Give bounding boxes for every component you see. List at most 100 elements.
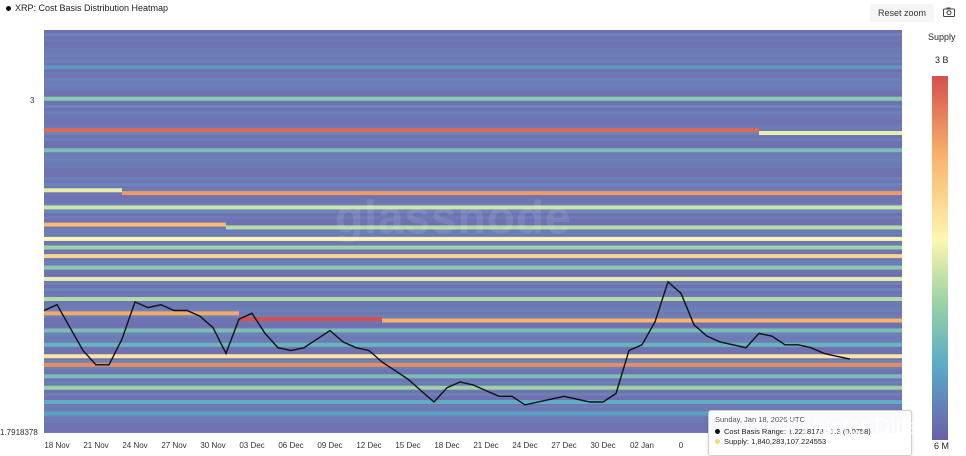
background-stripe: [44, 165, 902, 168]
background-stripe: [44, 282, 902, 285]
background-stripe: [44, 315, 902, 318]
title-dot-icon: [6, 5, 11, 11]
background-stripe: [44, 378, 902, 381]
background-stripe: [44, 306, 902, 309]
x-tick-label: 0: [678, 441, 684, 450]
cost-basis-band: [122, 191, 902, 196]
cost-basis-band: [44, 342, 902, 347]
cost-basis-band: [759, 131, 902, 136]
background-stripe: [44, 114, 902, 117]
background-stripe: [44, 210, 902, 213]
background-stripe: [44, 105, 902, 108]
background-stripe: [44, 111, 902, 114]
background-stripe: [44, 87, 902, 90]
background-stripe: [44, 78, 902, 81]
background-stripe: [44, 369, 902, 372]
reset-zoom-button[interactable]: Reset zoom: [870, 4, 934, 22]
x-tick-label: 18 Dec: [434, 441, 460, 450]
cost-basis-band: [44, 265, 902, 270]
background-stripe: [44, 390, 902, 393]
tooltip-supply-row: Supply: 1,840,283,107.224553: [715, 437, 826, 446]
cost-basis-band: [44, 354, 902, 359]
background-stripe: [44, 135, 902, 138]
price-line: [43, 280, 851, 406]
background-stripe: [44, 252, 902, 255]
background-stripe: [44, 42, 902, 45]
cost-basis-band: [44, 400, 902, 405]
cost-basis-band: [44, 411, 902, 416]
background-stripe: [44, 57, 902, 60]
background-stripe: [44, 291, 902, 294]
tooltip-date: Sunday, Jan 18, 2026 UTC: [715, 415, 805, 424]
cost-basis-band: [44, 328, 902, 333]
background-stripe: [44, 198, 902, 201]
background-stripe: [44, 423, 902, 426]
background-stripe: [44, 60, 902, 63]
background-stripe: [44, 123, 902, 126]
x-tick-label: 30 Dec: [590, 441, 616, 450]
background-stripe: [44, 72, 902, 75]
background-stripe: [44, 201, 902, 204]
cost-basis-dot-icon: [715, 429, 720, 434]
background-stripe: [44, 168, 902, 171]
background-stripe: [44, 333, 902, 336]
background-stripe: [44, 63, 902, 66]
background-stripe: [44, 360, 902, 363]
background-stripe: [44, 156, 902, 159]
tooltip-cost-basis-row: Cost Basis Range: 1.2218178 - 1.3 (0.075…: [715, 427, 871, 436]
cost-basis-band: [239, 317, 382, 322]
background-stripe: [44, 234, 902, 237]
x-tick-label: 24 Nov: [122, 441, 148, 450]
colorbar-max-label: 3 B: [935, 55, 949, 65]
background-stripe: [44, 141, 902, 144]
x-tick-label: 30 Nov: [200, 441, 226, 450]
background-stripe: [44, 312, 902, 315]
cost-basis-band: [44, 222, 226, 227]
cost-basis-band: [44, 276, 902, 281]
background-stripe: [44, 426, 902, 429]
background-stripe: [44, 231, 902, 234]
background-stripe: [44, 258, 902, 261]
cost-basis-band: [44, 297, 902, 302]
camera-icon[interactable]: [942, 5, 956, 19]
chart-header: XRP: Cost Basis Distribution Heatmap: [6, 3, 168, 13]
cost-basis-band: [44, 362, 902, 367]
heatmap-bands: [44, 65, 902, 416]
colorbar-min-label: 6 M: [934, 441, 950, 451]
background-stripe: [44, 429, 902, 432]
x-tick-label: 18 Nov: [44, 441, 70, 450]
background-stripe: [44, 90, 902, 93]
background-stripe: [44, 183, 902, 186]
supply-dot-icon: [715, 439, 720, 444]
background-stripe: [44, 48, 902, 51]
background-stripe: [44, 108, 902, 111]
x-tick-label: 27 Nov: [161, 441, 187, 450]
tooltip-supply: Supply: 1,840,283,107.224553: [724, 437, 827, 446]
background-stripe: [44, 54, 902, 57]
cost-basis-band: [44, 96, 902, 101]
cost-basis-band: [44, 385, 902, 390]
x-tick-label: 24 Dec: [512, 441, 538, 450]
cost-basis-band: [44, 65, 902, 70]
background-stripe: [44, 33, 902, 36]
background-stripe: [44, 36, 902, 39]
credit-watermark: © Hunter Diba: [780, 414, 920, 439]
background-stripe: [44, 93, 902, 96]
background-stripe: [44, 264, 902, 267]
tooltip-cost-basis: Cost Basis Range: 1.2218178 - 1.3 (0.075…: [724, 427, 871, 436]
background-stripe: [44, 75, 902, 78]
chart-title: XRP: Cost Basis Distribution Heatmap: [15, 3, 169, 13]
cost-basis-band: [44, 205, 902, 210]
background-stripe: [44, 102, 902, 105]
background-stripe: [44, 45, 902, 48]
background-stripe: [44, 432, 902, 433]
x-tick-label: 12 Dec: [356, 441, 382, 450]
background-stripe: [44, 216, 902, 219]
background-stripe: [44, 240, 902, 243]
cost-basis-band: [382, 318, 902, 323]
background-stripe: [44, 153, 902, 156]
background-stripe: [44, 417, 902, 420]
background-stripe: [44, 324, 902, 327]
x-tick-label: 06 Dec: [278, 441, 304, 450]
background-stripe: [44, 174, 902, 177]
